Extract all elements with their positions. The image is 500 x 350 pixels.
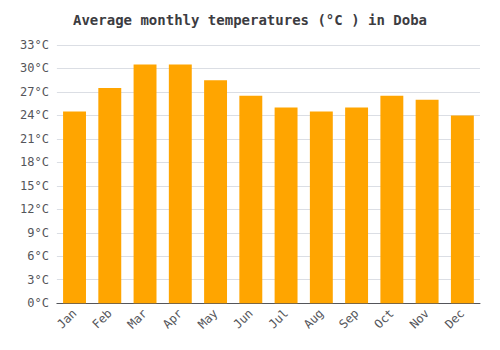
- svg-text:Jul: Jul: [266, 306, 291, 331]
- svg-text:Dec: Dec: [442, 306, 467, 331]
- svg-text:Feb: Feb: [90, 306, 115, 331]
- svg-text:27°C: 27°C: [20, 85, 49, 99]
- svg-text:Nov: Nov: [407, 306, 432, 331]
- svg-text:Aug: Aug: [301, 306, 326, 331]
- svg-text:18°C: 18°C: [20, 155, 49, 169]
- svg-text:May: May: [195, 306, 220, 331]
- svg-text:Mar: Mar: [125, 306, 150, 331]
- svg-text:12°C: 12°C: [20, 202, 49, 216]
- svg-text:Average monthly temperatures (: Average monthly temperatures (°C ) in Do…: [73, 12, 427, 28]
- svg-text:24°C: 24°C: [20, 108, 49, 122]
- svg-text:Jun: Jun: [231, 306, 256, 331]
- svg-text:30°C: 30°C: [20, 61, 49, 75]
- svg-text:33°C: 33°C: [20, 38, 49, 52]
- svg-text:Jan: Jan: [54, 306, 79, 331]
- svg-text:3°C: 3°C: [27, 273, 49, 287]
- svg-text:Sep: Sep: [336, 306, 361, 331]
- svg-text:21°C: 21°C: [20, 132, 49, 146]
- svg-text:15°C: 15°C: [20, 179, 49, 193]
- svg-text:Apr: Apr: [160, 306, 185, 331]
- svg-text:9°C: 9°C: [27, 226, 49, 240]
- svg-text:Oct: Oct: [372, 306, 397, 331]
- svg-text:6°C: 6°C: [27, 249, 49, 263]
- svg-text:0°C: 0°C: [27, 296, 49, 310]
